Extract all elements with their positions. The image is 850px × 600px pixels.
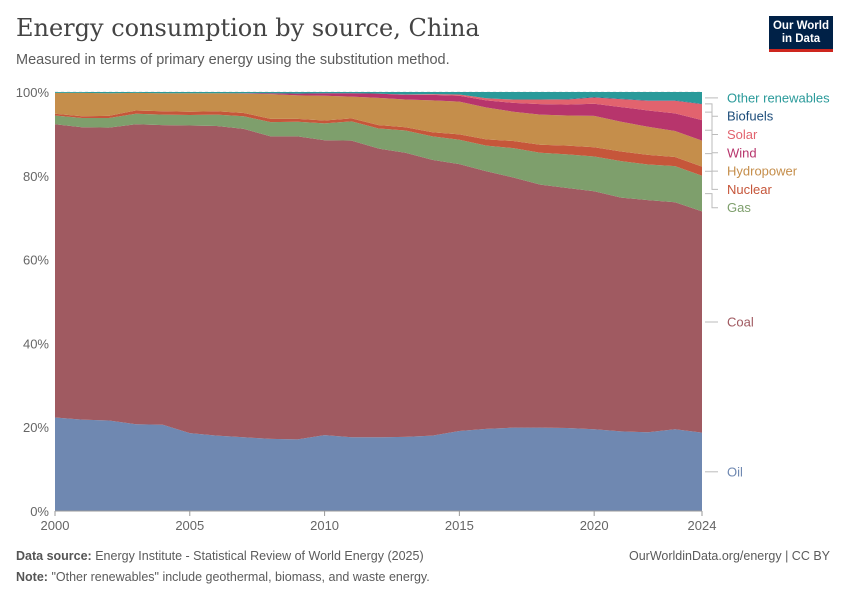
legend-label-other-renewables: Other renewables	[727, 90, 830, 105]
y-tick-label: 100%	[16, 85, 50, 100]
legend-label-solar: Solar	[727, 127, 758, 142]
source-text[interactable]: Energy Institute - Statistical Review of…	[95, 549, 424, 563]
chart-subtitle: Measured in terms of primary energy usin…	[16, 52, 450, 68]
y-tick-label: 80%	[23, 169, 49, 184]
area-gas	[55, 113, 702, 212]
area-solar	[55, 92, 702, 121]
legend-label-gas: Gas	[727, 200, 751, 215]
y-tick-label: 60%	[23, 253, 49, 268]
y-tick-label: 40%	[23, 336, 49, 351]
chart-title: Energy consumption by source, China	[16, 14, 480, 42]
legend-connector-hydropower	[705, 153, 718, 172]
area-coal	[55, 124, 702, 440]
legend-label-oil: Oil	[727, 464, 743, 479]
x-tick-label: 2020	[580, 518, 609, 533]
y-tick-label: 0%	[30, 504, 49, 519]
legend-label-biofuels: Biofuels	[727, 109, 774, 124]
source-label: Data source:	[16, 549, 92, 563]
legend-connector-wind	[705, 129, 718, 154]
logo-line-2: in Data	[781, 33, 821, 45]
legend-connector-nuclear	[705, 170, 718, 190]
note-label: Note:	[16, 570, 48, 584]
legend-connector-biofuels	[705, 103, 718, 117]
x-tick-label: 2000	[41, 518, 70, 533]
legend-label-nuclear: Nuclear	[727, 182, 772, 197]
logo-line-1: Our World	[772, 20, 829, 32]
owid-logo[interactable]: Our World in Data	[769, 16, 833, 52]
area-other-renewables	[55, 92, 702, 104]
note-text: "Other renewables" include geothermal, b…	[51, 570, 430, 584]
legend-label-coal: Coal	[727, 315, 754, 330]
area-oil	[55, 417, 702, 511]
area-hydropower	[55, 92, 702, 167]
x-tick-label: 2024	[688, 518, 717, 533]
source-line: Data source: Energy Institute - Statisti…	[16, 549, 424, 563]
legend-connector-solar	[705, 111, 718, 135]
y-tick-label: 20%	[23, 420, 49, 435]
area-wind	[55, 92, 702, 141]
legend-label-wind: Wind	[727, 145, 757, 160]
x-tick-label: 2015	[445, 518, 474, 533]
legend-label-hydropower: Hydropower	[727, 164, 798, 179]
x-tick-label: 2010	[310, 518, 339, 533]
credit-link[interactable]: OurWorldinData.org/energy | CC BY	[628, 549, 830, 563]
x-tick-label: 2005	[175, 518, 204, 533]
legend-connector-gas	[705, 193, 718, 209]
note-line: Note: "Other renewables" include geother…	[16, 570, 430, 584]
